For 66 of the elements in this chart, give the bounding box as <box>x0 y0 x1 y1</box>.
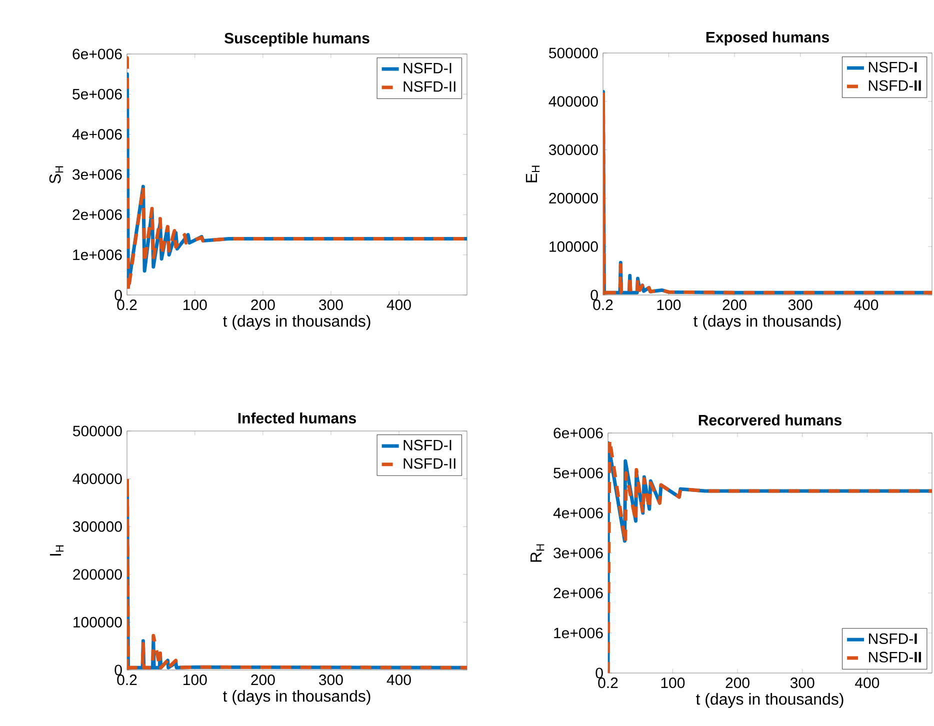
chart-title: Infected humans <box>238 412 356 424</box>
x-tick-label: 100 <box>184 300 207 310</box>
y-axis-title: E$_{H}$ <box>526 166 540 182</box>
x-tick-label: 400 <box>386 300 411 310</box>
chart-title: Recorvered humans <box>698 414 842 426</box>
y-tick-label: 500000 <box>549 48 598 58</box>
legend-label: NSFD-I <box>404 440 452 450</box>
x-tick-label: 200 <box>251 674 275 686</box>
y-tick-label: 400000 <box>548 96 598 107</box>
y-tick-label: 3e+006 <box>554 548 603 558</box>
y-tick-label: 6e+006 <box>72 48 122 60</box>
x-tick-label: 400 <box>854 300 878 310</box>
x-tick-label: 0.2 <box>117 300 137 310</box>
x-tick-label: 0.2 <box>117 674 137 686</box>
y-tick-label: 0 <box>590 290 598 300</box>
legend-label: NSFD-I <box>869 633 917 644</box>
y-tick-label: 100000 <box>74 616 122 628</box>
x-tick-label: 200 <box>726 678 750 688</box>
y-tick-label: 0 <box>114 290 122 300</box>
y-tick-label: 400000 <box>72 473 122 484</box>
y-tick-label: 1e+006 <box>554 628 603 638</box>
x-axis-title: t (days in thousands) <box>694 315 841 330</box>
y-tick-label: 2e+006 <box>72 209 122 220</box>
y-axis-title: I$_{H}$ <box>50 545 64 556</box>
y-tick-label: 4e+006 <box>553 508 603 518</box>
y-tick-label: 300000 <box>549 144 598 156</box>
x-tick-label: 0.2 <box>593 300 613 310</box>
chart-title: Susceptible humans <box>224 32 370 46</box>
y-tick-label: 2e+006 <box>554 588 603 598</box>
y-tick-label: 200000 <box>73 569 122 580</box>
x-axis-title: t (days in thousands) <box>696 693 844 708</box>
x-axis-title: t (days in thousands) <box>222 315 370 330</box>
y-tick-label: 1e+006 <box>73 250 122 260</box>
x-tick-label: 400 <box>855 678 880 688</box>
legend-label: NSFD-I <box>868 62 917 72</box>
x-tick-label: 200 <box>722 300 746 310</box>
x-tick-label: 100 <box>184 674 207 686</box>
x-tick-label: 400 <box>386 674 411 686</box>
x-tick-label: 300 <box>319 300 343 310</box>
x-tick-label: 100 <box>657 300 681 310</box>
x-axis-title: t (days in thousands) <box>222 690 370 705</box>
y-tick-label: 0 <box>114 664 122 676</box>
y-tick-label: 5e+006 <box>554 468 603 478</box>
x-tick-label: 300 <box>788 300 812 310</box>
y-tick-label: 0 <box>596 668 603 678</box>
y-tick-label: 500000 <box>73 426 122 436</box>
x-tick-label: 200 <box>251 300 275 310</box>
y-axis-title: S$_{H}$ <box>49 166 64 184</box>
y-tick-label: 200000 <box>549 192 598 204</box>
y-axis-title: R$_{H}$ <box>530 544 544 562</box>
y-tick-label: 300000 <box>72 521 122 532</box>
y-tick-label: 100000 <box>550 241 598 252</box>
y-tick-label: 3e+006 <box>72 169 122 180</box>
legend-label: NSFD-II <box>869 652 921 662</box>
legend-label: NSFD-II <box>868 80 921 91</box>
y-tick-label: 6e+006 <box>554 428 603 438</box>
x-tick-label: 0.2 <box>598 678 618 688</box>
y-tick-label: 4e+006 <box>72 129 122 140</box>
legend-label: NSFD-I <box>404 62 452 74</box>
chart-title: Exposed humans <box>706 31 829 46</box>
x-tick-label: 300 <box>790 678 814 688</box>
x-tick-label: 300 <box>319 674 343 686</box>
x-tick-label: 100 <box>661 678 685 688</box>
legend-label: NSFD-II <box>404 81 456 92</box>
y-tick-label: 5e+006 <box>72 88 122 100</box>
legend-label: NSFD-II <box>404 458 456 469</box>
